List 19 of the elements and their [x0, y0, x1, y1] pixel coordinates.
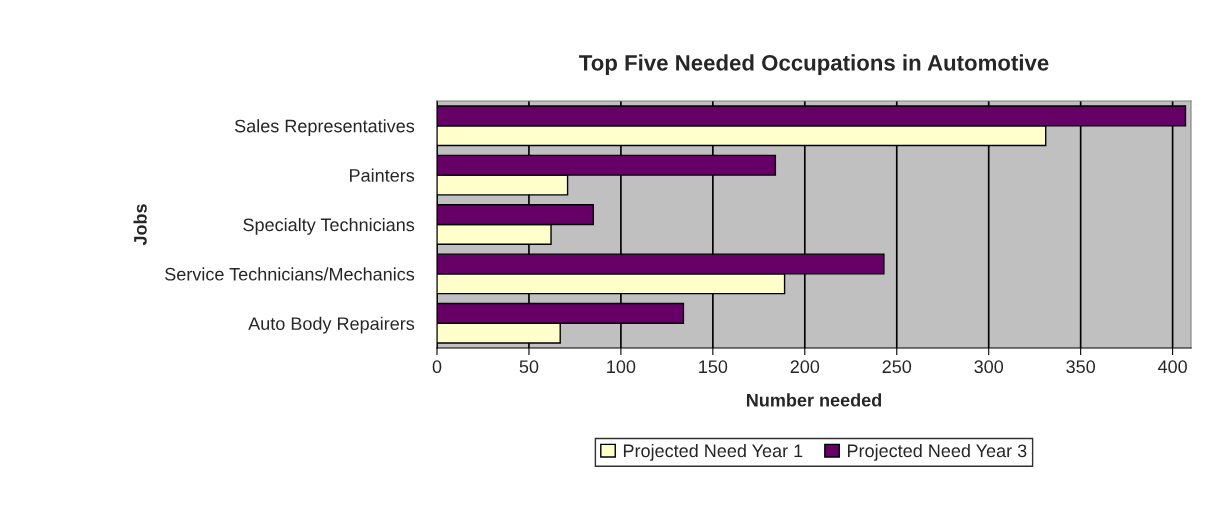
x-tick-label: 200 [790, 360, 820, 374]
y-tick-label: Specialty Technicians [243, 217, 415, 235]
y-tick-label: Sales Representatives [234, 119, 415, 136]
x-tick-label: 400 [1157, 360, 1187, 374]
x-axis-title: Number needed [746, 393, 882, 407]
x-tick-label: 300 [974, 360, 1004, 374]
x-tick-label: 150 [699, 360, 728, 374]
legend-label: Projected Need Year 1 [623, 443, 803, 461]
x-tick-label: 350 [1066, 360, 1096, 374]
x-tick-label: 50 [519, 360, 539, 374]
x-tick-label: 250 [882, 360, 912, 374]
x-tick-label: 100 [607, 360, 636, 374]
x-tick-label: 0 [432, 360, 442, 374]
legend-label: Projected Need Year 3 [847, 443, 1027, 461]
chart-title: Top Five Needed Occupations in Automotive [579, 54, 1049, 76]
y-tick-label: Painters [350, 168, 415, 182]
y-tick-label: Auto Body Repairers [248, 316, 415, 334]
y-axis-title: Jobs [133, 204, 147, 246]
y-tick-label: Service Technicians/Mechanics [165, 267, 415, 281]
